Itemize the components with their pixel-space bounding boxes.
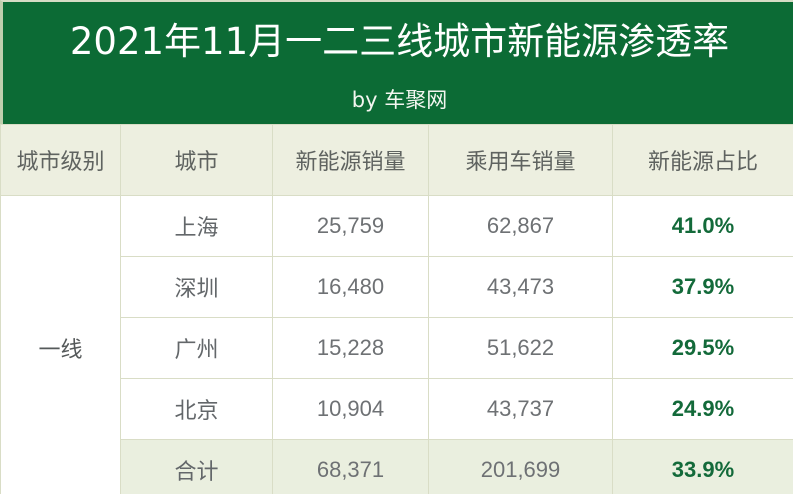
byline: by 车聚网 [351, 88, 448, 112]
table-row: 北京 10,904 43,737 24.9% [1, 378, 793, 440]
cell-pv: 62,867 [428, 195, 613, 257]
table-total-row: 合计 68,371 201,699 33.9% [1, 439, 793, 494]
cell-pv: 201,699 [428, 439, 613, 494]
cell-share: 29.5% [612, 317, 793, 379]
cell-city: 北京 [120, 378, 273, 440]
cell-city: 上海 [120, 195, 273, 257]
cell-nev: 16,480 [272, 256, 429, 318]
table-row: 深圳 16,480 43,473 37.9% [1, 256, 793, 318]
cell-city: 合计 [120, 439, 273, 494]
penetration-rate-table: 城市级别 城市 新能源销量 乘用车销量 新能源占比 一线 上海 25,759 6… [0, 124, 793, 494]
column-header-level[interactable]: 城市级别 [0, 124, 121, 196]
cell-nev: 25,759 [272, 195, 429, 257]
cell-nev: 15,228 [272, 317, 429, 379]
cell-city: 深圳 [120, 256, 273, 318]
column-header-pv[interactable]: 乘用车销量 [428, 124, 613, 196]
column-header-city[interactable]: 城市 [120, 124, 273, 196]
column-header-share[interactable]: 新能源占比 [612, 124, 793, 196]
cell-share: 37.9% [612, 256, 793, 318]
column-header-nev[interactable]: 新能源销量 [272, 124, 429, 196]
cell-pv: 43,473 [428, 256, 613, 318]
cell-nev: 68,371 [272, 439, 429, 494]
cell-share: 41.0% [612, 195, 793, 257]
cell-share: 24.9% [612, 378, 793, 440]
cell-city: 广州 [120, 317, 273, 379]
title-banner: 2021年11月一二三线城市新能源渗透率 by 车聚网 [0, 0, 793, 124]
cell-pv: 43,737 [428, 378, 613, 440]
city-level-group-cell: 一线 [0, 195, 121, 494]
page-title: 2021年11月一二三线城市新能源渗透率 [69, 20, 730, 63]
table-row: 广州 15,228 51,622 29.5% [1, 317, 793, 379]
cell-pv: 51,622 [428, 317, 613, 379]
cell-share: 33.9% [612, 439, 793, 494]
table-header-row: 城市级别 城市 新能源销量 乘用车销量 新能源占比 [0, 124, 793, 196]
cell-nev: 10,904 [272, 378, 429, 440]
table-row: 一线 上海 25,759 62,867 41.0% [0, 195, 793, 494]
